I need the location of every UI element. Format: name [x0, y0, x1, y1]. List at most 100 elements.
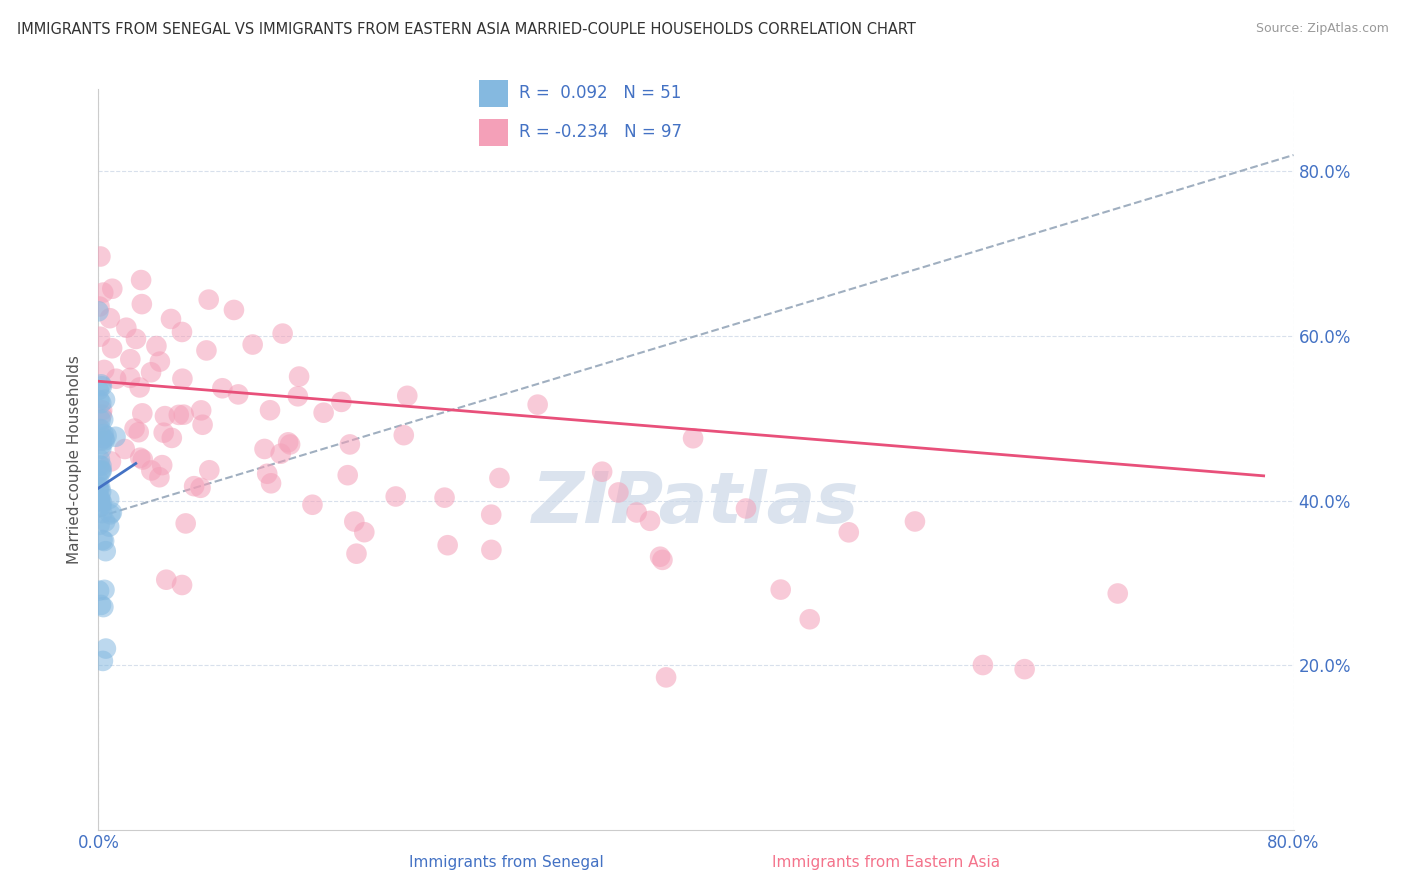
Point: [167, 408, 190, 422]
Point: [278, 437, 301, 451]
Point: [287, 389, 309, 403]
Bar: [479, 80, 508, 107]
Point: [433, 491, 456, 505]
Point: [150, 458, 173, 472]
Point: [91, 495, 114, 509]
Point: [125, 332, 148, 346]
Point: [655, 670, 678, 684]
Point: [90, 598, 112, 612]
Point: [89, 480, 111, 494]
Point: [89, 329, 111, 343]
Point: [343, 515, 366, 529]
Point: [90, 377, 112, 392]
Point: [392, 428, 415, 442]
Point: [160, 431, 183, 445]
Point: [190, 403, 212, 417]
Point: [89, 491, 111, 506]
Point: [104, 430, 127, 444]
Point: [153, 409, 176, 424]
Text: R =  0.092   N = 51: R = 0.092 N = 51: [519, 85, 681, 103]
Point: [353, 525, 375, 540]
Point: [288, 369, 311, 384]
Point: [94, 392, 117, 407]
Point: [277, 435, 299, 450]
Point: [93, 427, 115, 442]
Point: [89, 452, 111, 467]
Point: [124, 421, 146, 435]
Point: [87, 422, 110, 436]
Point: [172, 372, 194, 386]
Point: [190, 481, 212, 495]
Text: IMMIGRANTS FROM SENEGAL VS IMMIGRANTS FROM EASTERN ASIA MARRIED-COUPLE HOUSEHOLD: IMMIGRANTS FROM SENEGAL VS IMMIGRANTS FR…: [17, 22, 915, 37]
Point: [330, 395, 353, 409]
Point: [128, 425, 150, 440]
Point: [174, 516, 197, 531]
Point: [336, 468, 359, 483]
Point: [87, 474, 110, 488]
Point: [96, 429, 118, 443]
Point: [904, 515, 927, 529]
Point: [89, 250, 111, 264]
Point: [226, 387, 249, 401]
Point: [91, 285, 114, 300]
Point: [972, 658, 994, 673]
Point: [89, 517, 111, 532]
Point: [98, 519, 121, 533]
Point: [91, 412, 114, 426]
Point: [90, 437, 112, 451]
Point: [260, 476, 283, 491]
Point: [607, 485, 630, 500]
Point: [89, 458, 111, 473]
Point: [91, 403, 114, 417]
Point: [120, 352, 142, 367]
Point: [129, 450, 152, 465]
Point: [90, 413, 112, 427]
Point: [94, 515, 117, 529]
Point: [191, 417, 214, 432]
Point: [270, 447, 292, 461]
Point: [301, 498, 323, 512]
Point: [94, 544, 117, 558]
Point: [90, 379, 112, 393]
Point: [638, 514, 661, 528]
Point: [91, 654, 114, 668]
Point: [312, 406, 335, 420]
Point: [735, 501, 758, 516]
Text: Source: ZipAtlas.com: Source: ZipAtlas.com: [1256, 22, 1389, 36]
Point: [120, 371, 142, 385]
Point: [89, 300, 111, 314]
Point: [87, 483, 110, 497]
Point: [128, 380, 150, 394]
Point: [93, 582, 115, 597]
Point: [160, 312, 183, 326]
Point: [90, 434, 112, 448]
Point: [436, 538, 458, 552]
Text: Immigrants from Senegal: Immigrants from Senegal: [409, 855, 603, 870]
Point: [682, 431, 704, 445]
Point: [90, 396, 112, 410]
Point: [90, 484, 112, 499]
Point: [94, 641, 117, 656]
Point: [131, 406, 153, 420]
Point: [253, 442, 276, 456]
Point: [591, 465, 613, 479]
Text: ZIPatlas: ZIPatlas: [533, 469, 859, 538]
Point: [195, 343, 218, 358]
Point: [271, 326, 294, 341]
Point: [145, 339, 167, 353]
Point: [211, 381, 233, 395]
Point: [93, 434, 115, 448]
Point: [173, 408, 195, 422]
Point: [1014, 662, 1036, 676]
Point: [90, 458, 112, 473]
Point: [139, 365, 162, 379]
Point: [129, 273, 152, 287]
Point: [488, 471, 510, 485]
Point: [98, 311, 121, 326]
Point: [90, 442, 112, 456]
Point: [346, 547, 368, 561]
Point: [1107, 586, 1129, 600]
Point: [259, 403, 281, 417]
Point: [93, 363, 115, 377]
Point: [87, 383, 110, 397]
